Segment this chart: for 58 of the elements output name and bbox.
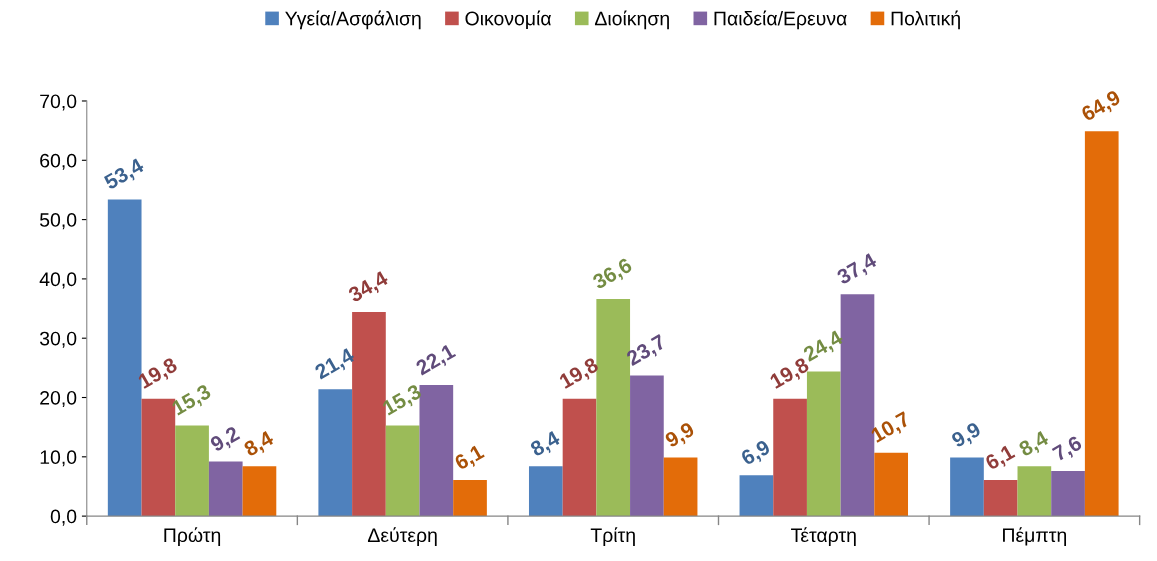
- data-label: 22,1: [414, 343, 458, 379]
- bar: [318, 389, 353, 517]
- y-tick-label: 10,0: [40, 450, 77, 467]
- bar: [419, 385, 454, 517]
- bar: [1051, 471, 1085, 517]
- bar: [528, 466, 563, 517]
- bar: [242, 466, 277, 517]
- data-label: 8,4: [1017, 429, 1052, 460]
- y-tick-label: 30,0: [39, 331, 77, 348]
- legend-label: Πολιτική: [891, 10, 960, 30]
- bar: [453, 479, 487, 517]
- x-tick-label: Τέταρτη: [791, 527, 856, 546]
- x-tick-label: Πρώτη: [164, 527, 221, 546]
- bar: [1084, 131, 1119, 517]
- bar: [175, 425, 209, 517]
- y-tick-label: 70,0: [40, 94, 77, 111]
- bar: [385, 425, 420, 517]
- data-label: 9,9: [950, 421, 984, 451]
- bar: [773, 398, 807, 517]
- bar: [663, 457, 698, 517]
- data-label: 8,4: [242, 429, 277, 460]
- data-label: 6,1: [984, 443, 1018, 474]
- data-label: 34,4: [347, 269, 391, 306]
- data-label: 64,9: [1080, 89, 1123, 125]
- legend-label: Παιδεία/Ερευνα: [714, 10, 847, 30]
- y-tick-label: 50,0: [39, 213, 77, 230]
- data-label: 8,4: [529, 429, 563, 460]
- legend-label: Υγεία/Ασφάλιση: [285, 10, 421, 30]
- y-tick-label: 20,0: [40, 390, 77, 408]
- data-label: 6,1: [453, 443, 487, 474]
- legend-label: Οικονομία: [465, 10, 552, 29]
- bar: [983, 479, 1018, 517]
- data-label: 7,6: [1051, 435, 1085, 465]
- bar: [874, 452, 909, 517]
- bar: [630, 375, 664, 517]
- data-label: 10,7: [870, 410, 913, 446]
- data-label: 9,9: [664, 421, 697, 451]
- data-label: 19,8: [558, 356, 601, 392]
- data-label: 15,3: [381, 383, 424, 419]
- data-label: 6,9: [739, 439, 773, 469]
- y-tick-label: 40,0: [39, 272, 77, 289]
- bar: [739, 475, 774, 517]
- y-tick-label: 60,0: [40, 153, 77, 170]
- bar: [208, 461, 243, 517]
- data-label: 53,4: [103, 157, 147, 193]
- data-label: 37,4: [835, 252, 880, 288]
- data-label: 36,6: [591, 257, 635, 293]
- x-tick-label: Τρίτη: [590, 527, 635, 546]
- data-label: 9,2: [209, 425, 242, 455]
- bar: [1017, 466, 1052, 517]
- bar: [950, 457, 984, 517]
- data-label: 21,4: [313, 347, 358, 383]
- y-tick-label: 0,0: [50, 509, 77, 526]
- x-tick-label: Πέμπτη: [1003, 527, 1067, 546]
- bar: [562, 398, 597, 517]
- legend-label: Διοίκηση: [594, 10, 669, 30]
- x-tick-label: Δεύτερη: [367, 527, 437, 546]
- data-label: 23,7: [625, 333, 668, 369]
